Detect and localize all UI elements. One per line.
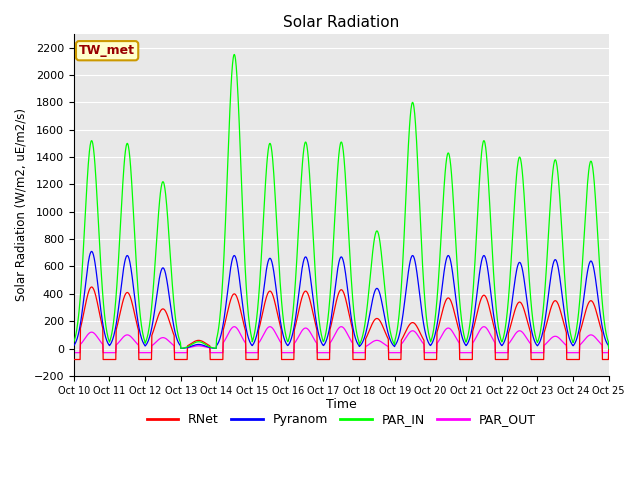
X-axis label: Time: Time (326, 398, 356, 411)
Y-axis label: Solar Radiation (W/m2, uE/m2/s): Solar Radiation (W/m2, uE/m2/s) (15, 108, 28, 301)
Text: TW_met: TW_met (79, 44, 135, 57)
Title: Solar Radiation: Solar Radiation (283, 15, 399, 30)
Legend: RNet, Pyranom, PAR_IN, PAR_OUT: RNet, Pyranom, PAR_IN, PAR_OUT (142, 408, 541, 431)
